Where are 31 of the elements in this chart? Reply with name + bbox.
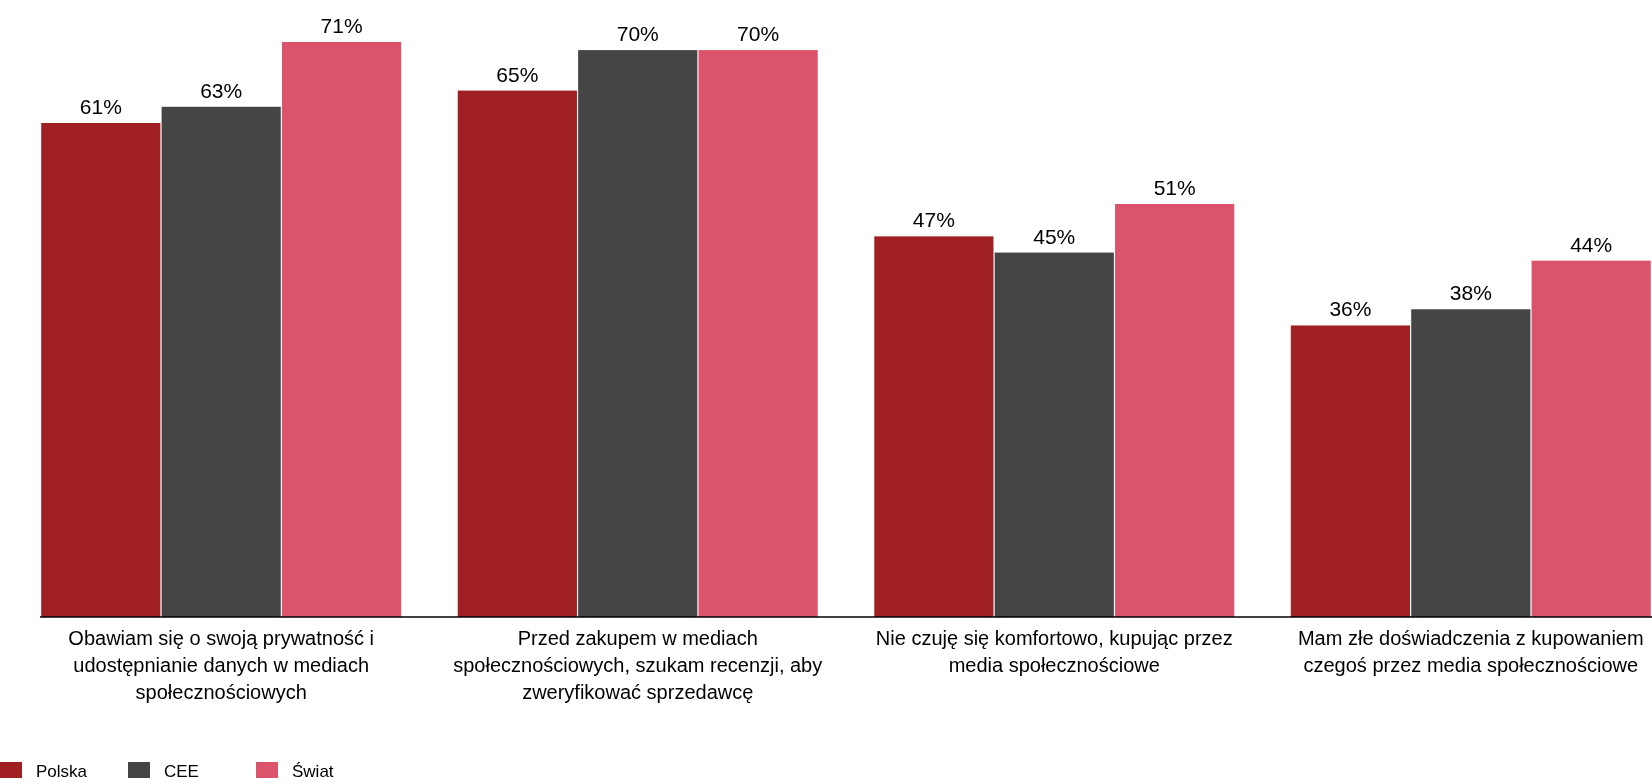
data-label: 70% bbox=[616, 22, 659, 46]
bar bbox=[994, 252, 1114, 617]
data-label: 36% bbox=[1329, 297, 1372, 321]
x-tick-label: Mam złe doświadczenia z kupowaniem czegoś przez media społecznościowe bbox=[1297, 627, 1644, 676]
bar bbox=[1115, 203, 1235, 617]
data-label: 61% bbox=[79, 94, 122, 118]
data-label: 47% bbox=[912, 208, 955, 232]
data-label: 45% bbox=[1033, 224, 1076, 248]
bar bbox=[1531, 260, 1651, 617]
x-tick-label: Obawiam się o swoją prywatność i udostępnianie danych w mediach społecznościowych bbox=[68, 627, 375, 703]
bar bbox=[41, 122, 161, 617]
bar bbox=[1411, 309, 1531, 617]
legend-label: Świat bbox=[292, 762, 334, 781]
data-label: 44% bbox=[1570, 232, 1613, 256]
bar bbox=[698, 50, 818, 617]
data-label: 70% bbox=[737, 22, 780, 46]
data-label: 38% bbox=[1449, 281, 1492, 305]
bar bbox=[281, 42, 402, 617]
bar bbox=[161, 106, 281, 617]
bar bbox=[1290, 325, 1411, 617]
bar bbox=[457, 90, 577, 617]
data-label: 71% bbox=[320, 14, 363, 37]
bar bbox=[578, 50, 698, 617]
legend-label: CEE bbox=[164, 762, 199, 781]
x-tick-label: Nie czuję się komfortowo, kupując przez media społecznościowe bbox=[875, 627, 1233, 676]
data-label: 65% bbox=[496, 62, 539, 86]
data-label: 63% bbox=[200, 78, 243, 102]
data-label: 51% bbox=[1153, 175, 1196, 199]
x-tick-label: Przed zakupem w mediach społecznościowych, szukam recenzji, aby zweryfikować sprzedawcę bbox=[453, 627, 823, 703]
bar bbox=[874, 236, 994, 617]
legend-label: Polska bbox=[36, 762, 88, 781]
